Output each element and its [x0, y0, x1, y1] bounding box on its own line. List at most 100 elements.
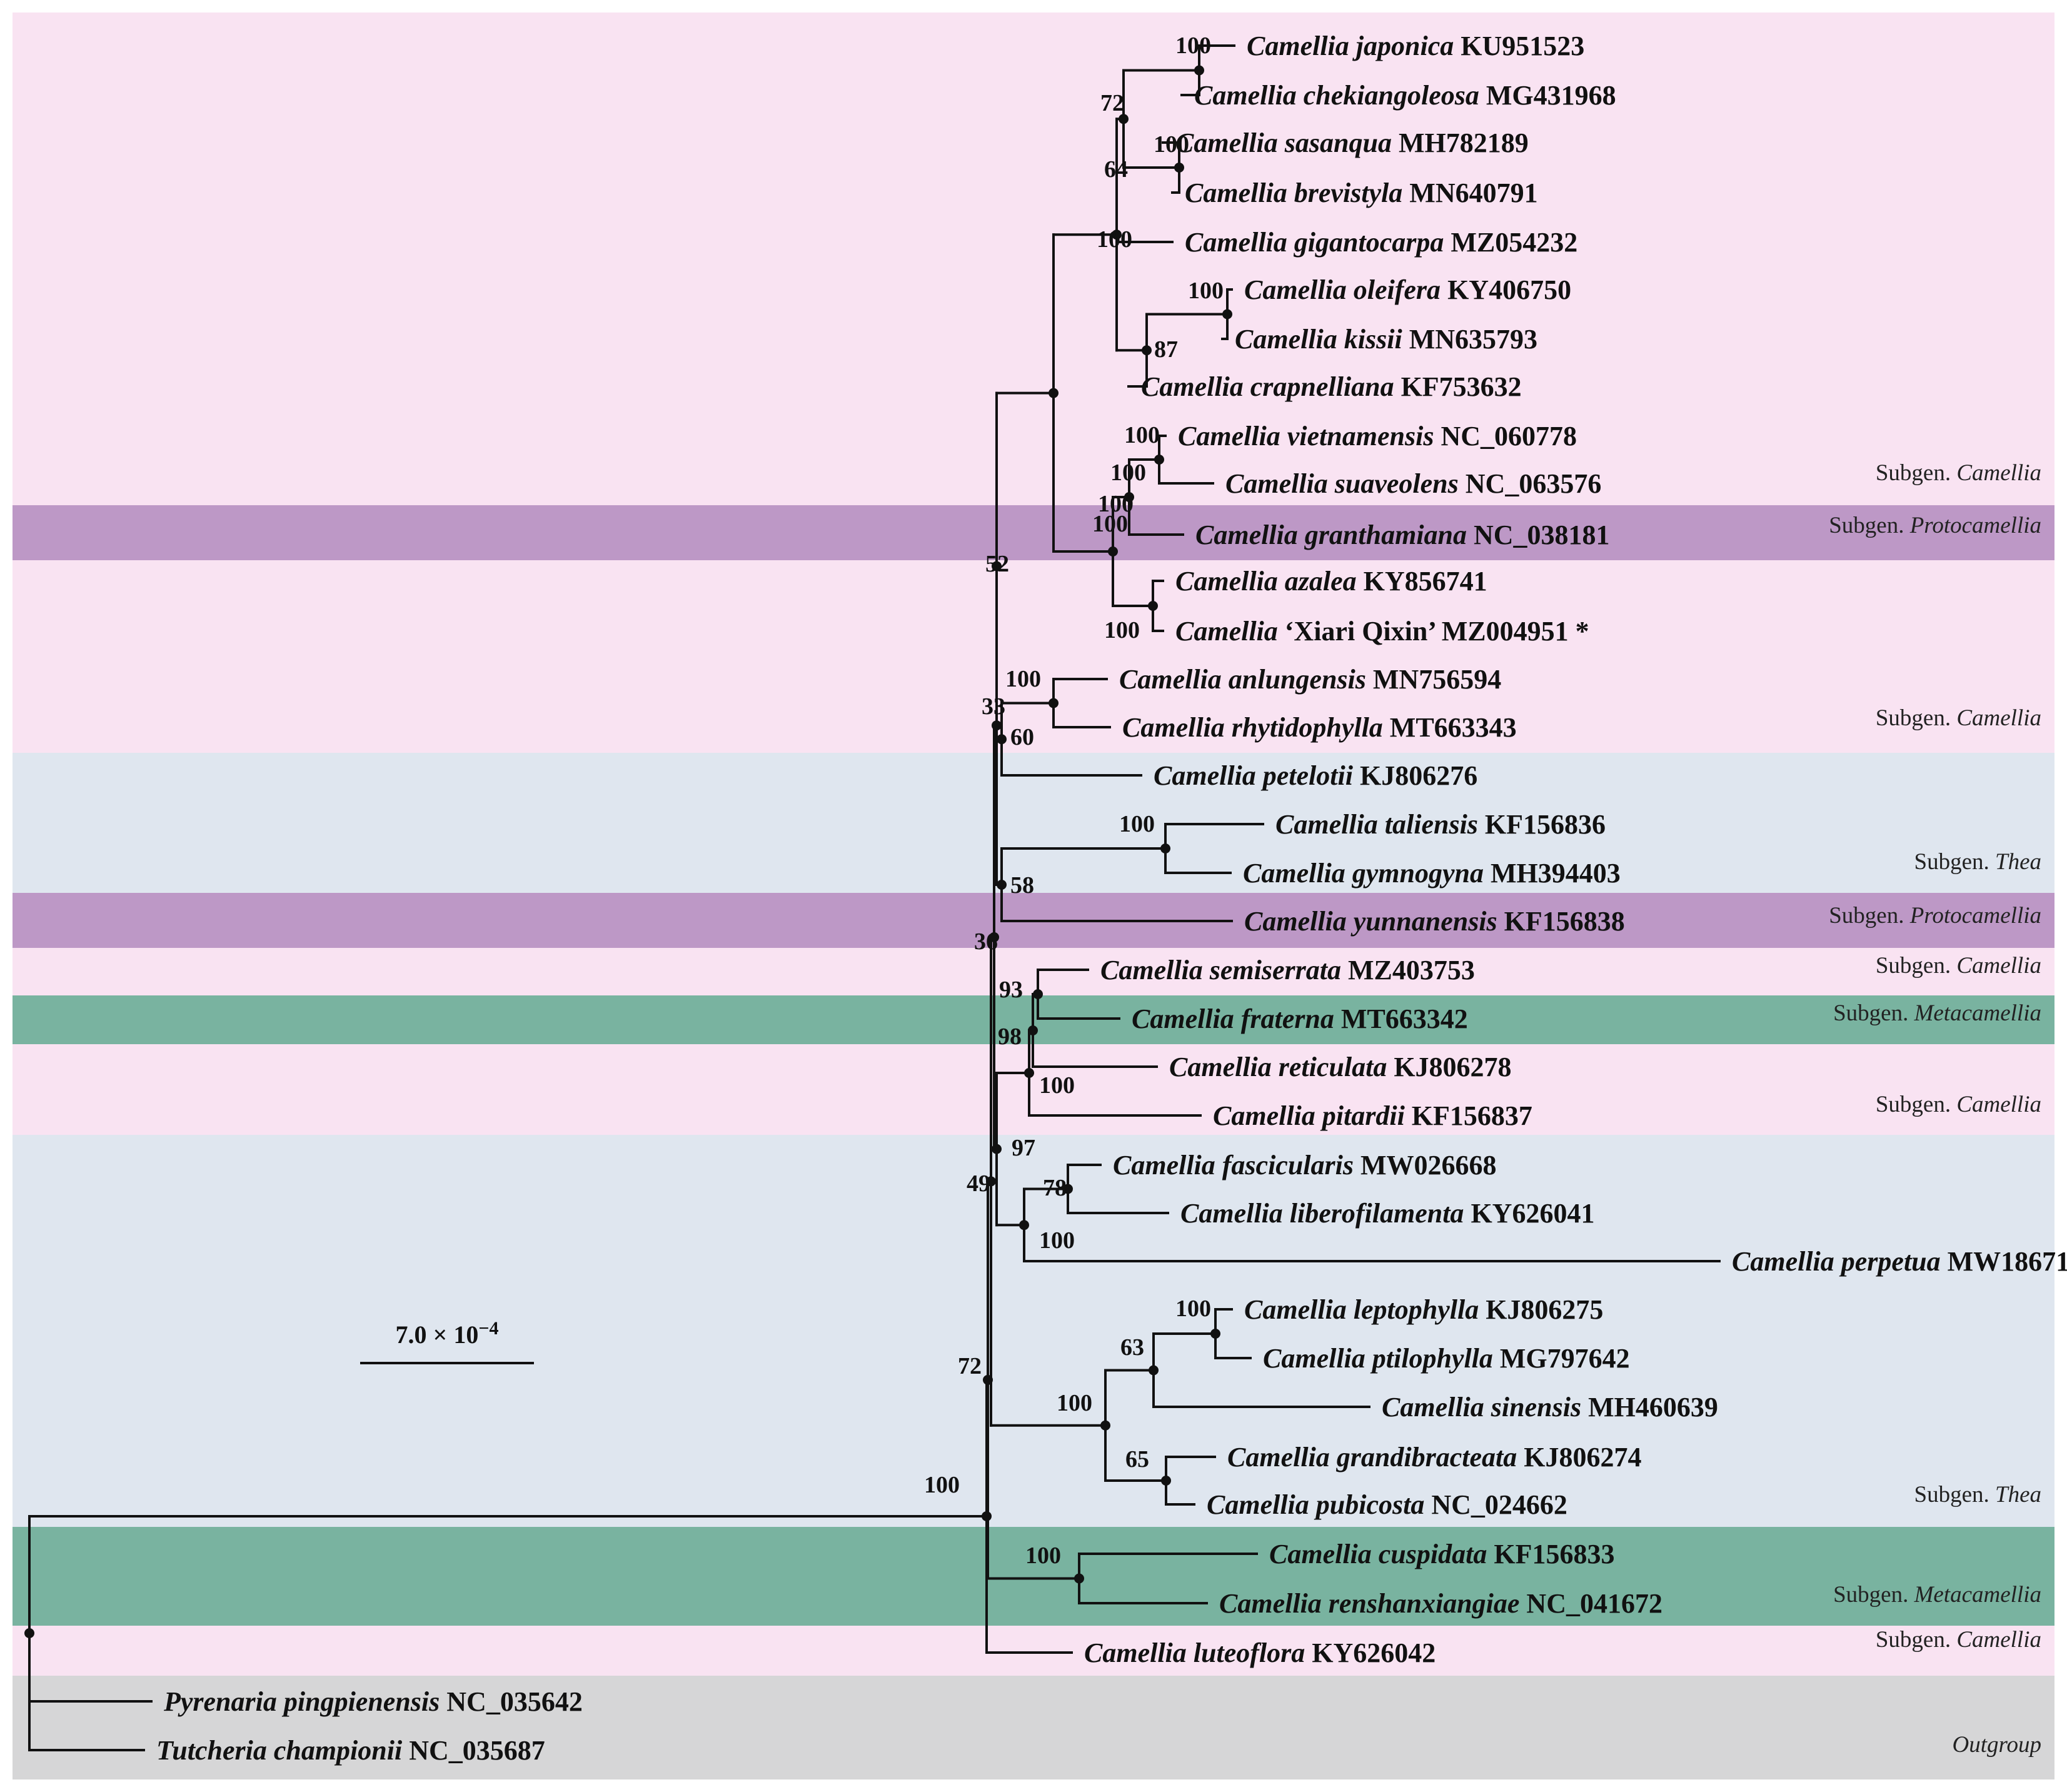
support-value-21: 100 — [1039, 1072, 1075, 1099]
node-dot-n87 — [1142, 345, 1152, 356]
tip-label-16: Camellia taliensis KF156836 — [1275, 809, 1606, 840]
support-value-26: 100 — [1175, 1296, 1211, 1322]
support-value-17: 58 — [1010, 872, 1034, 899]
node-dot-n63 — [1149, 1365, 1159, 1376]
support-value-31: 100 — [924, 1472, 960, 1498]
support-value-11: 100 — [1104, 617, 1140, 643]
node-dot-n100h — [982, 1511, 992, 1521]
tip-label-5: Camellia oleifera KY406750 — [1244, 274, 1571, 305]
node-dot-n_gra — [1161, 1476, 1171, 1486]
scale-bar-label: 7.0 × 10−4 — [396, 1318, 499, 1349]
tip-label-18: Camellia yunnanensis KF156838 — [1244, 906, 1625, 937]
support-value-4: 100 — [1097, 226, 1132, 253]
support-value-7: 100 — [1124, 422, 1160, 448]
tip-label-17: Camellia gymnogyna MH394403 — [1243, 858, 1621, 888]
band-protocamellia-1 — [13, 505, 2054, 560]
node-dot-n_vie — [1154, 455, 1164, 465]
node-dot-n98 — [1028, 1025, 1038, 1035]
group-label-8: Subgen. Thea — [1914, 1482, 2042, 1508]
tip-label-10: Camellia granthamiana NC_038181 — [1195, 520, 1610, 550]
tip-label-25: Camellia perpetua MW186718 — [1732, 1246, 2067, 1277]
support-value-12: 52 — [985, 551, 1009, 577]
tip-label-9: Camellia suaveolens NC_063576 — [1225, 468, 1601, 499]
tip-label-3: Camellia brevistyla MN640791 — [1185, 178, 1538, 208]
band-outgroup-11 — [13, 1676, 2054, 1779]
group-label-11: Outgroup — [1952, 1732, 2041, 1758]
node-dot-n100a — [1112, 229, 1122, 240]
tip-label-6: Camellia kissii MN635793 — [1235, 324, 1537, 355]
band-camellia-0 — [13, 13, 2054, 505]
tip-label-4: Camellia gigantocarpa MZ054232 — [1185, 227, 1577, 258]
node-dot-n49 — [989, 932, 999, 942]
support-value-23: 78 — [1043, 1175, 1067, 1201]
tip-label-31: Camellia cuspidata KF156833 — [1269, 1539, 1614, 1569]
node-dot-n36 — [992, 1144, 1002, 1154]
support-value-10: 100 — [1092, 511, 1128, 537]
support-value-3: 64 — [1104, 156, 1128, 183]
support-value-18: 36 — [974, 929, 998, 955]
tip-label-8: Camellia vietnamensis NC_060778 — [1178, 421, 1577, 451]
support-value-19: 93 — [999, 977, 1023, 1003]
band-metacamellia-9 — [13, 1527, 2054, 1626]
node-dot-root — [24, 1628, 34, 1638]
support-value-6: 87 — [1154, 336, 1178, 363]
node-dot-n100b — [1124, 492, 1134, 502]
group-label-9: Subgen. Metacamellia — [1833, 1582, 2041, 1608]
tip-label-11: Camellia azalea KY856741 — [1175, 566, 1487, 596]
tip-label-1: Camellia chekiangoleosa MG431968 — [1194, 80, 1616, 111]
support-value-16: 100 — [1119, 811, 1155, 837]
support-value-5: 100 — [1188, 278, 1224, 304]
node-dot-n_lep — [1210, 1329, 1220, 1339]
node-dot-n_sas — [1174, 163, 1184, 173]
tip-label-27: Camellia ptilophylla MG797642 — [1263, 1343, 1630, 1374]
tip-label-2: Camellia sasanqua MH782189 — [1175, 128, 1529, 158]
node-dot-n33 — [992, 720, 1002, 731]
scale-bar: 7.0 × 10−4 — [360, 1318, 534, 1364]
node-dot-n_ole — [1222, 309, 1232, 320]
support-value-22: 97 — [1012, 1135, 1035, 1161]
node-dot-n97 — [1019, 1220, 1029, 1231]
support-value-20: 98 — [998, 1024, 1022, 1050]
node-dot-n93 — [1033, 989, 1043, 999]
tip-label-15: Camellia petelotii KJ806276 — [1154, 760, 1477, 791]
band-camellia-10 — [13, 1626, 2054, 1676]
support-value-27: 63 — [1120, 1334, 1144, 1361]
node-dot-n100d — [1049, 388, 1059, 398]
node-dot-n100f — [1100, 1420, 1110, 1431]
support-value-9: 100 — [1098, 491, 1134, 517]
support-value-30: 72 — [958, 1353, 982, 1379]
node-dot-n52 — [992, 561, 1002, 571]
tip-label-7: Camellia crapnelliana KF753632 — [1141, 371, 1522, 402]
tip-label-33: Camellia luteoflora KY626042 — [1084, 1638, 1436, 1668]
support-value-8: 100 — [1110, 460, 1146, 486]
support-value-1: 72 — [1100, 90, 1124, 116]
node-dot-n_cus — [1074, 1573, 1084, 1584]
node-dot-n_aza — [1148, 601, 1158, 611]
group-label-7: Subgen. Camellia — [1876, 1092, 2041, 1117]
support-value-14: 33 — [982, 693, 1005, 720]
support-value-29: 100 — [1057, 1390, 1092, 1416]
tip-label-34: Pyrenaria pingpienensis NC_035642 — [163, 1686, 583, 1717]
support-value-28: 65 — [1125, 1446, 1149, 1472]
node-dot-n72b — [986, 1176, 996, 1187]
tip-label-21: Camellia reticulata KJ806278 — [1169, 1052, 1512, 1082]
group-label-5: Subgen. Camellia — [1876, 953, 2041, 979]
group-label-6: Subgen. Metacamellia — [1833, 1000, 2041, 1026]
tip-label-23: Camellia fascicularis MW026668 — [1113, 1150, 1497, 1180]
support-value-0: 100 — [1175, 33, 1211, 59]
group-label-2: Subgen. Camellia — [1876, 705, 2041, 731]
support-value-15: 60 — [1010, 724, 1034, 750]
tip-label-14: Camellia rhytidophylla MT663343 — [1122, 712, 1517, 743]
group-label-1: Subgen. Protocamellia — [1829, 513, 2041, 538]
group-label-10: Subgen. Camellia — [1876, 1627, 2041, 1653]
node-dot-n_anl — [1049, 698, 1059, 708]
tip-label-12: Camellia ‘Xiari Qixin’ MZ004951 * — [1175, 616, 1589, 647]
group-label-3: Subgen. Thea — [1914, 849, 2042, 875]
tip-label-20: Camellia fraterna MT663342 — [1132, 1004, 1468, 1034]
node-dot-n100g — [983, 1374, 993, 1385]
tip-label-29: Camellia grandibracteata KJ806274 — [1227, 1442, 1641, 1472]
tip-label-28: Camellia sinensis MH460639 — [1382, 1392, 1718, 1422]
group-label-4: Subgen. Protocamellia — [1829, 903, 2041, 929]
support-value-24: 100 — [1039, 1227, 1075, 1254]
